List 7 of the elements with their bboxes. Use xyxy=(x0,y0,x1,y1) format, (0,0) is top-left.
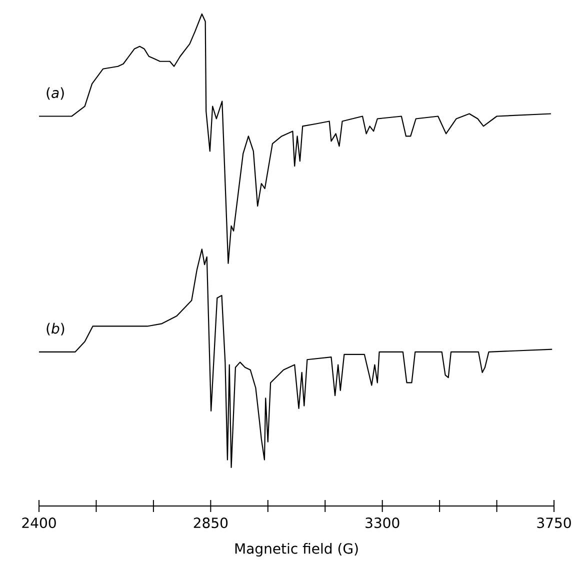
x-tick-label: 3750 xyxy=(537,518,571,528)
x-axis-title: Magnetic field (G) xyxy=(235,542,358,557)
series-label: (a) xyxy=(46,87,64,100)
x-tick-label: 2850 xyxy=(194,518,228,528)
x-tick-label: 2400 xyxy=(22,518,56,528)
series-label: (b) xyxy=(46,322,64,336)
x-tick-label: 3300 xyxy=(366,518,400,528)
